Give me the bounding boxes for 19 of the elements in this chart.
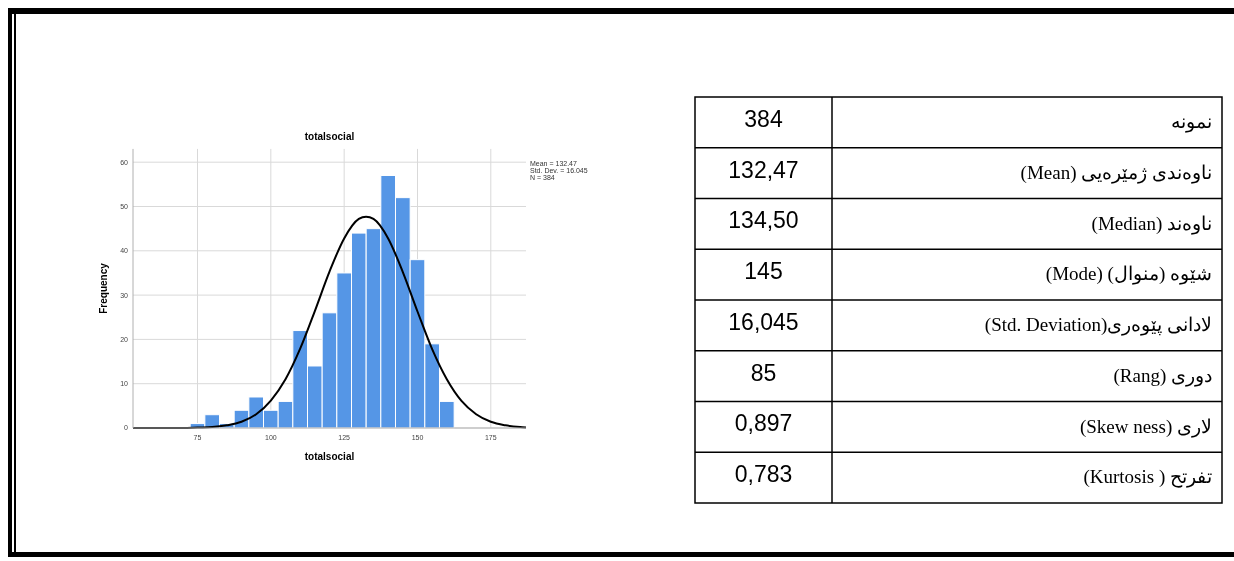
y-axis-title: Frequency — [98, 262, 109, 314]
chart-title: totalsocial — [304, 130, 355, 142]
category-label: ناوەند (Median) — [1091, 212, 1212, 235]
text: 132,47 — [728, 156, 799, 183]
category-label: نمونە — [1171, 111, 1212, 134]
text: 16,045 — [728, 308, 799, 335]
category-label: لادانی پێوەری(Std. Deviation) — [984, 314, 1212, 337]
category-label: شێوە (منوال) (Mode) — [1045, 263, 1212, 286]
category-label: لاری (Skew ness) — [1079, 415, 1212, 438]
text: 85 — [750, 359, 777, 386]
x-axis-title: totalsocial — [304, 451, 355, 462]
category-label: تفرتح ( Kurtosis) — [1083, 466, 1212, 489]
text: 145 — [744, 258, 783, 285]
text: 384 — [744, 105, 783, 132]
text: 0,897 — [734, 410, 793, 437]
text: 0,783 — [734, 461, 793, 488]
category-label: ناوەندی ژمێرەیی (Mean) — [1020, 161, 1212, 184]
category-label: دوری (Rang) — [1113, 364, 1212, 387]
text: 134,50 — [728, 207, 799, 234]
